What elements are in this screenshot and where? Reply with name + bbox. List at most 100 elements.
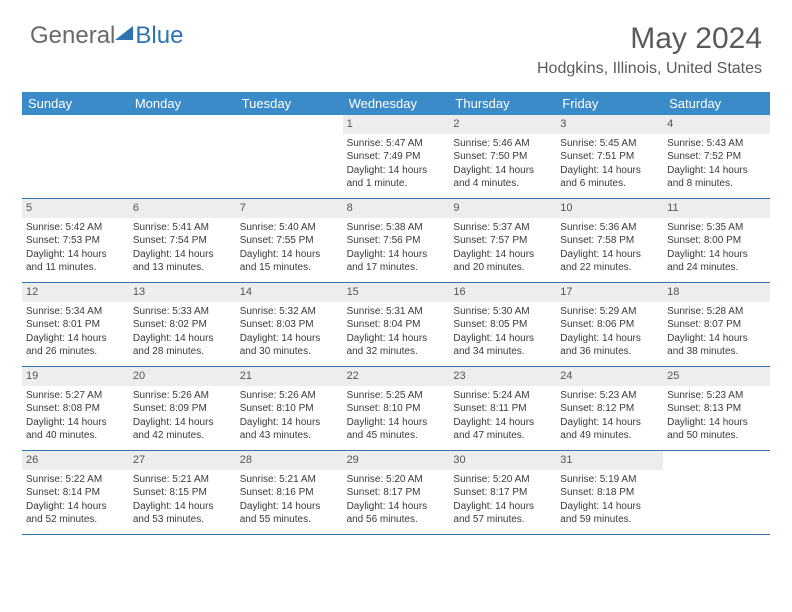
day-number: 10 (556, 199, 663, 218)
sunset-text: Sunset: 8:02 PM (133, 318, 232, 332)
sunset-text: Sunset: 8:12 PM (560, 402, 659, 416)
daylight-text: Daylight: 14 hours and 50 minutes. (667, 416, 766, 443)
day-number: 3 (556, 115, 663, 134)
day-header: Thursday (449, 92, 556, 115)
calendar-week: 26Sunrise: 5:22 AMSunset: 8:14 PMDayligh… (22, 451, 770, 535)
day-cell: 27Sunrise: 5:21 AMSunset: 8:15 PMDayligh… (129, 451, 236, 534)
day-header: Monday (129, 92, 236, 115)
day-cell: 21Sunrise: 5:26 AMSunset: 8:10 PMDayligh… (236, 367, 343, 450)
calendar-week: 1Sunrise: 5:47 AMSunset: 7:49 PMDaylight… (22, 115, 770, 199)
day-cell: 2Sunrise: 5:46 AMSunset: 7:50 PMDaylight… (449, 115, 556, 198)
day-cell: 15Sunrise: 5:31 AMSunset: 8:04 PMDayligh… (343, 283, 450, 366)
daylight-text: Daylight: 14 hours and 34 minutes. (453, 332, 552, 359)
day-number: 17 (556, 283, 663, 302)
day-number: 23 (449, 367, 556, 386)
day-cell: 19Sunrise: 5:27 AMSunset: 8:08 PMDayligh… (22, 367, 129, 450)
daylight-text: Daylight: 14 hours and 26 minutes. (26, 332, 125, 359)
daylight-text: Daylight: 14 hours and 47 minutes. (453, 416, 552, 443)
day-number: 12 (22, 283, 129, 302)
day-number (663, 451, 770, 455)
day-number: 25 (663, 367, 770, 386)
daylight-text: Daylight: 14 hours and 20 minutes. (453, 248, 552, 275)
title-block: May 2024 Hodgkins, Illinois, United Stat… (537, 22, 762, 78)
sunset-text: Sunset: 8:18 PM (560, 486, 659, 500)
sunrise-text: Sunrise: 5:42 AM (26, 221, 125, 235)
day-cell: 17Sunrise: 5:29 AMSunset: 8:06 PMDayligh… (556, 283, 663, 366)
daylight-text: Daylight: 14 hours and 8 minutes. (667, 164, 766, 191)
day-cell: 22Sunrise: 5:25 AMSunset: 8:10 PMDayligh… (343, 367, 450, 450)
day-number: 24 (556, 367, 663, 386)
sunrise-text: Sunrise: 5:20 AM (347, 473, 446, 487)
daylight-text: Daylight: 14 hours and 52 minutes. (26, 500, 125, 527)
day-number: 29 (343, 451, 450, 470)
daylight-text: Daylight: 14 hours and 59 minutes. (560, 500, 659, 527)
sunset-text: Sunset: 8:15 PM (133, 486, 232, 500)
daylight-text: Daylight: 14 hours and 43 minutes. (240, 416, 339, 443)
daylight-text: Daylight: 14 hours and 28 minutes. (133, 332, 232, 359)
day-cell: 24Sunrise: 5:23 AMSunset: 8:12 PMDayligh… (556, 367, 663, 450)
daylight-text: Daylight: 14 hours and 15 minutes. (240, 248, 339, 275)
day-cell: 8Sunrise: 5:38 AMSunset: 7:56 PMDaylight… (343, 199, 450, 282)
sunrise-text: Sunrise: 5:35 AM (667, 221, 766, 235)
sunrise-text: Sunrise: 5:21 AM (133, 473, 232, 487)
sunrise-text: Sunrise: 5:29 AM (560, 305, 659, 319)
daylight-text: Daylight: 14 hours and 55 minutes. (240, 500, 339, 527)
daylight-text: Daylight: 14 hours and 13 minutes. (133, 248, 232, 275)
month-title: May 2024 (537, 22, 762, 56)
sunrise-text: Sunrise: 5:43 AM (667, 137, 766, 151)
day-header: Tuesday (236, 92, 343, 115)
sunset-text: Sunset: 8:17 PM (347, 486, 446, 500)
sunset-text: Sunset: 8:14 PM (26, 486, 125, 500)
sunset-text: Sunset: 8:03 PM (240, 318, 339, 332)
sunset-text: Sunset: 8:07 PM (667, 318, 766, 332)
sunrise-text: Sunrise: 5:27 AM (26, 389, 125, 403)
sunrise-text: Sunrise: 5:36 AM (560, 221, 659, 235)
day-number: 19 (22, 367, 129, 386)
day-number: 4 (663, 115, 770, 134)
day-number: 13 (129, 283, 236, 302)
daylight-text: Daylight: 14 hours and 45 minutes. (347, 416, 446, 443)
day-cell: 20Sunrise: 5:26 AMSunset: 8:09 PMDayligh… (129, 367, 236, 450)
day-number: 30 (449, 451, 556, 470)
day-number: 31 (556, 451, 663, 470)
day-cell: 28Sunrise: 5:21 AMSunset: 8:16 PMDayligh… (236, 451, 343, 534)
sunrise-text: Sunrise: 5:40 AM (240, 221, 339, 235)
daylight-text: Daylight: 14 hours and 38 minutes. (667, 332, 766, 359)
day-cell: 16Sunrise: 5:30 AMSunset: 8:05 PMDayligh… (449, 283, 556, 366)
daylight-text: Daylight: 14 hours and 32 minutes. (347, 332, 446, 359)
sunset-text: Sunset: 8:13 PM (667, 402, 766, 416)
day-number: 1 (343, 115, 450, 134)
day-cell: 10Sunrise: 5:36 AMSunset: 7:58 PMDayligh… (556, 199, 663, 282)
day-cell (236, 115, 343, 198)
day-number: 28 (236, 451, 343, 470)
day-cell: 4 Sunrise: 5:43 AMSunset: 7:52 PMDaylight… (663, 115, 770, 198)
sunrise-text: Sunrise: 5:46 AM (453, 137, 552, 151)
day-cell: 26Sunrise: 5:22 AMSunset: 8:14 PMDayligh… (22, 451, 129, 534)
day-cell (22, 115, 129, 198)
day-cell: 7Sunrise: 5:40 AMSunset: 7:55 PMDaylight… (236, 199, 343, 282)
sunrise-text: Sunrise: 5:34 AM (26, 305, 125, 319)
day-header: Friday (556, 92, 663, 115)
day-number: 21 (236, 367, 343, 386)
sunrise-text: Sunrise: 5:21 AM (240, 473, 339, 487)
day-cell: 23Sunrise: 5:24 AMSunset: 8:11 PMDayligh… (449, 367, 556, 450)
sunset-text: Sunset: 7:56 PM (347, 234, 446, 248)
sunset-text: Sunset: 8:00 PM (667, 234, 766, 248)
day-number: 9 (449, 199, 556, 218)
sunset-text: Sunset: 8:11 PM (453, 402, 552, 416)
sunset-text: Sunset: 7:52 PM (667, 150, 766, 164)
day-number: 27 (129, 451, 236, 470)
sunset-text: Sunset: 8:10 PM (347, 402, 446, 416)
daylight-text: Daylight: 14 hours and 4 minutes. (453, 164, 552, 191)
calendar: SundayMondayTuesdayWednesdayThursdayFrid… (22, 92, 770, 535)
sunrise-text: Sunrise: 5:32 AM (240, 305, 339, 319)
day-cell: 31Sunrise: 5:19 AMSunset: 8:18 PMDayligh… (556, 451, 663, 534)
sunset-text: Sunset: 7:58 PM (560, 234, 659, 248)
calendar-week: 5Sunrise: 5:42 AMSunset: 7:53 PMDaylight… (22, 199, 770, 283)
sunset-text: Sunset: 8:05 PM (453, 318, 552, 332)
brand-part1: General (30, 22, 115, 50)
sunset-text: Sunset: 7:50 PM (453, 150, 552, 164)
day-number: 14 (236, 283, 343, 302)
day-cell: 9Sunrise: 5:37 AMSunset: 7:57 PMDaylight… (449, 199, 556, 282)
day-cell: 13Sunrise: 5:33 AMSunset: 8:02 PMDayligh… (129, 283, 236, 366)
